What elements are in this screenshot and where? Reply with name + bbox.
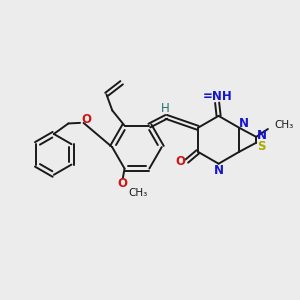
Text: O: O xyxy=(82,113,92,126)
Text: H: H xyxy=(161,102,170,115)
Text: =NH: =NH xyxy=(202,90,232,103)
Text: O: O xyxy=(176,155,185,168)
Text: CH₃: CH₃ xyxy=(128,188,147,198)
Text: N: N xyxy=(214,164,224,177)
Text: S: S xyxy=(257,140,266,153)
Text: O: O xyxy=(117,177,127,190)
Text: N: N xyxy=(238,117,248,130)
Text: CH₃: CH₃ xyxy=(274,120,294,130)
Text: N: N xyxy=(256,129,266,142)
